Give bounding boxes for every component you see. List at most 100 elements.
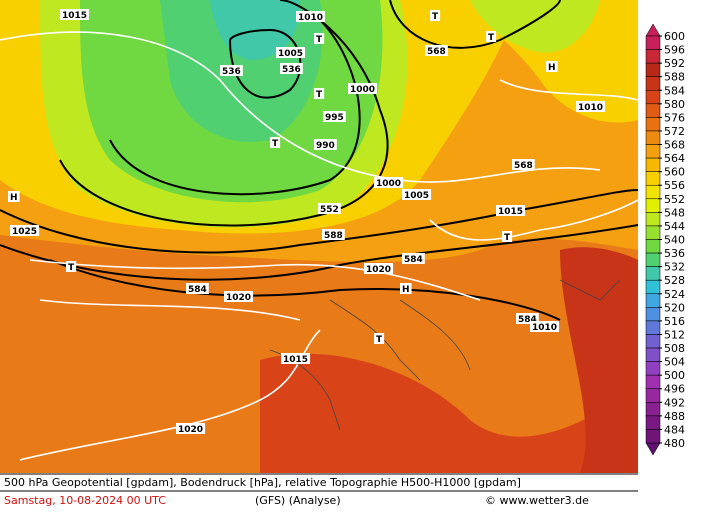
label-box	[546, 61, 558, 72]
label-box	[402, 253, 425, 264]
scale-swatch	[645, 374, 661, 389]
label-box	[323, 111, 346, 122]
scale-label: 480	[664, 437, 685, 450]
map-label: T	[432, 12, 439, 22]
region	[470, 0, 600, 53]
map-label: 1015	[62, 11, 87, 21]
map-label: T	[68, 263, 75, 273]
label-box	[314, 33, 325, 44]
scale-swatch	[645, 144, 661, 159]
scale-swatch	[645, 90, 661, 105]
scale-label: 544	[664, 220, 685, 233]
scale-label: 540	[664, 234, 685, 247]
scale-swatch	[645, 320, 661, 335]
scale-label: 524	[664, 288, 685, 301]
pressure-contours	[0, 31, 639, 461]
map-label: 568	[427, 47, 446, 57]
map-label: T	[316, 90, 323, 100]
color-scale: 6005965925885845805765725685645605565525…	[645, 23, 685, 456]
label-box	[220, 65, 243, 76]
map-label: 990	[316, 141, 335, 151]
label-box	[496, 205, 526, 216]
label-box	[516, 313, 539, 324]
scale-swatch	[645, 198, 661, 213]
scale-arrow	[645, 23, 661, 37]
map-label: T	[272, 139, 279, 149]
label-box	[502, 231, 513, 242]
label-box	[314, 139, 337, 150]
scale-swatch	[645, 49, 661, 64]
map-label: 588	[324, 231, 343, 241]
map-label: 1010	[532, 323, 557, 333]
map-label: T	[376, 335, 383, 345]
scale-label: 492	[664, 396, 685, 409]
region	[260, 353, 638, 473]
map-label: 536	[282, 65, 301, 75]
map-label: 1000	[350, 85, 375, 95]
scale-label: 592	[664, 57, 685, 70]
scale-swatch	[645, 279, 661, 295]
scale-label: 500	[664, 369, 685, 382]
map-label: 568	[514, 161, 533, 171]
scale-swatch	[645, 402, 661, 417]
height-contours	[0, 0, 639, 321]
scale-swatch	[645, 361, 661, 376]
label-box	[530, 321, 560, 332]
scale-swatch	[645, 415, 661, 430]
scale-label: 596	[664, 44, 685, 57]
map-label: 1005	[404, 191, 429, 201]
scale-label: 580	[664, 98, 685, 111]
scale-label: 584	[664, 84, 685, 97]
scale-swatch	[645, 157, 661, 172]
label-box	[224, 291, 254, 302]
map-label: 1020	[366, 265, 391, 275]
scale-swatch	[645, 130, 661, 145]
scale-swatch	[645, 184, 661, 200]
scale-label: 568	[664, 139, 685, 152]
scale-swatch	[645, 388, 661, 403]
scale-label: 484	[664, 423, 685, 436]
label-box	[296, 11, 326, 22]
scale-label: 560	[664, 166, 685, 179]
scale-swatch	[645, 334, 661, 349]
map-label: 552	[320, 205, 339, 215]
label-box	[348, 83, 378, 94]
map-label: H	[548, 63, 556, 73]
map-label: 1000	[376, 179, 401, 189]
scale-swatch	[645, 266, 661, 281]
scale-label: 528	[664, 274, 685, 287]
caption-area	[0, 473, 638, 513]
scale-swatch	[645, 212, 661, 227]
scale-arrow	[645, 442, 661, 456]
caption-line: 500 hPa Geopotential [gpdam], Bodendruck…	[4, 476, 521, 489]
map-label: 1015	[283, 355, 308, 365]
scale-swatch	[645, 103, 661, 118]
map-label: 1010	[578, 103, 603, 113]
map-label: T	[488, 33, 495, 43]
label-box	[430, 10, 441, 21]
label-box	[280, 63, 303, 74]
scale-swatch	[645, 76, 661, 91]
label-box	[318, 203, 341, 214]
scale-label: 488	[664, 410, 685, 423]
label-box	[8, 191, 20, 202]
scale-label: 520	[664, 301, 685, 314]
label-box	[176, 423, 206, 434]
map-label: 584	[518, 315, 537, 325]
scale-swatch	[645, 117, 661, 132]
label-box	[364, 263, 394, 274]
scale-label: 572	[664, 125, 685, 138]
label-box	[374, 333, 385, 344]
scale-swatch	[645, 252, 661, 267]
label-box	[270, 137, 281, 148]
map-label: 584	[404, 255, 423, 265]
map-label: 536	[222, 67, 241, 77]
scale-swatch	[645, 307, 661, 322]
map-label: 1010	[298, 13, 323, 23]
scale-swatch	[645, 35, 661, 50]
scale-label: 504	[664, 356, 685, 369]
scale-swatch	[645, 225, 661, 240]
scale-label: 548	[664, 206, 685, 219]
